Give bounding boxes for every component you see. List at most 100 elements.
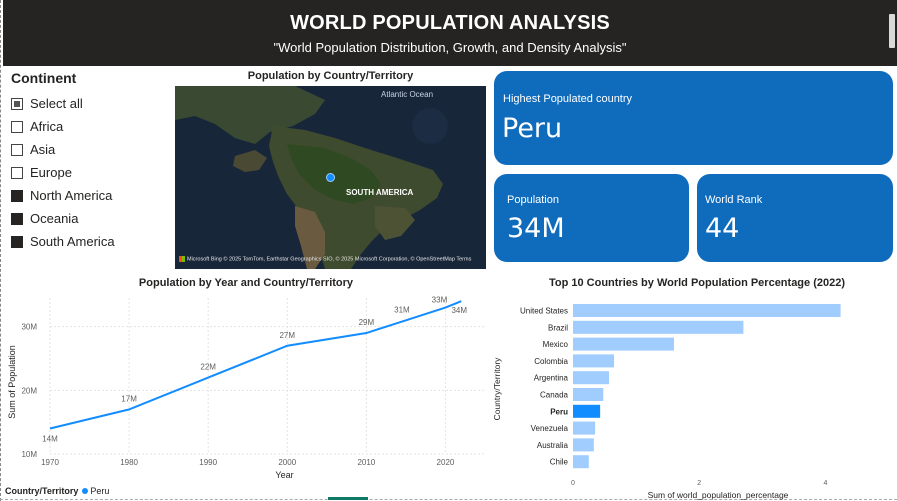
map-attribution: Microsoft Bing © 2025 TomTom, Earthstar … (179, 256, 471, 262)
checkbox-icon[interactable] (11, 143, 23, 156)
bar[interactable] (573, 320, 744, 334)
bar[interactable] (573, 337, 674, 351)
bar-chart-title: Top 10 Countries by World Population Per… (548, 277, 846, 289)
line-chart[interactable]: 10M 20M 30M 1970 1980 1990 2000 2010 2020 Year Sum… (3, 290, 489, 485)
card-highest-label: Highest Populated country (503, 93, 633, 105)
data-label: 31M (394, 305, 410, 314)
category-label: Chile (550, 458, 569, 467)
card-highest-populated[interactable]: Highest Populated country Peru (494, 71, 893, 165)
checkbox-icon[interactable] (11, 212, 23, 225)
category-label: Peru (550, 407, 568, 416)
map-title: Population by Country/Territory (247, 70, 414, 82)
bar[interactable] (573, 388, 604, 401)
y-tick-label: 20M (21, 386, 37, 395)
data-label: 33M (432, 296, 448, 305)
slicer-option[interactable]: Asia (11, 138, 171, 161)
map-bubble-peru[interactable] (326, 173, 335, 182)
checkbox-icon[interactable] (11, 189, 23, 202)
slicer-option[interactable]: Oceania (11, 207, 171, 230)
slicer-option[interactable]: Select all (11, 92, 171, 115)
checkbox-icon[interactable] (11, 120, 23, 133)
map-region-label: SOUTH AMERICA (346, 188, 414, 197)
legend-marker-icon (82, 488, 89, 494)
bar[interactable] (573, 455, 589, 469)
bar[interactable] (573, 371, 609, 385)
x-tick-label: 1970 (41, 458, 59, 467)
microsoft-logo-icon (179, 256, 185, 262)
checkbox-icon[interactable] (11, 235, 23, 248)
category-label: Colombia (534, 357, 568, 366)
data-label: 17M (121, 394, 137, 403)
slicer-options: Select all Africa Asia Europe North America O… (11, 92, 171, 253)
map-attribution-text: Microsoft Bing © 2025 TomTom, Earthstar … (187, 256, 472, 263)
y-axis-title: Country/Territory (492, 357, 502, 421)
bar[interactable] (573, 438, 594, 452)
x-tick-label: 1980 (120, 458, 138, 467)
legend-title: Country/Territory (5, 486, 79, 496)
report-title: WORLD POPULATION ANALYSIS (290, 12, 610, 34)
slicer-option-label: Asia (30, 142, 56, 157)
card-population-value: 34M (507, 213, 565, 244)
slicer-title: Continent (11, 70, 77, 86)
category-label: Argentina (534, 374, 569, 383)
report-header: WORLD POPULATION ANALYSIS "World Populat… (3, 0, 897, 66)
page-tab-indicator[interactable] (328, 497, 368, 500)
x-tick-label: 2 (697, 480, 701, 487)
x-tick-label: 2000 (278, 458, 296, 467)
slicer-option-label: Oceania (30, 211, 79, 226)
slicer-option[interactable]: South America (11, 230, 171, 253)
slicer-option[interactable]: Europe (11, 161, 171, 184)
slicer-option-label: Select all (30, 96, 83, 111)
map-ocean-label: Atlantic Ocean (381, 90, 434, 99)
card-population[interactable]: Population 34M (494, 174, 689, 262)
bar[interactable] (573, 421, 596, 435)
data-label: 22M (200, 363, 216, 372)
slicer-option[interactable]: Africa (11, 115, 171, 138)
card-rank-value: 44 (705, 213, 740, 244)
page-border-bottom (0, 499, 897, 500)
scrollbar-thumb[interactable] (889, 14, 895, 48)
card-world-rank[interactable]: World Rank 44 (697, 174, 893, 262)
x-tick-label: 2020 (437, 458, 455, 467)
card-rank-label: World Rank (705, 194, 763, 206)
category-label: Australia (537, 441, 569, 450)
category-label: United States (520, 307, 568, 316)
series-line-peru[interactable] (49, 300, 462, 430)
checkbox-icon[interactable] (11, 166, 23, 179)
slicer-option-label: South America (30, 234, 115, 249)
checkbox-icon[interactable] (11, 97, 23, 110)
bar-chart[interactable]: 0 2 4 United States Brazil Mexico Colombia Arge… (490, 292, 897, 501)
category-label: Venezuela (531, 424, 569, 433)
bar[interactable] (573, 304, 841, 317)
y-axis-title: Sum of Population (7, 345, 17, 419)
data-label: 14M (42, 435, 58, 444)
category-label: Canada (540, 391, 569, 400)
y-tick-label: 30M (21, 323, 37, 332)
card-population-label: Population (507, 194, 559, 206)
line-chart-legend: Country/Territory Peru (5, 486, 109, 496)
x-tick-label: 0 (571, 480, 575, 487)
x-tick-label: 2010 (357, 458, 375, 467)
category-label: Mexico (543, 340, 569, 349)
continent-slicer: Continent Select all Africa Asia Europe Nort… (11, 70, 171, 253)
y-tick-label: 10M (21, 450, 37, 459)
slicer-option-label: Africa (30, 119, 64, 134)
bar[interactable] (573, 404, 601, 418)
card-highest-value: Peru (502, 113, 563, 144)
x-tick-label: 1990 (199, 458, 217, 467)
line-chart-title: Population by Year and Country/Territory (138, 277, 354, 289)
legend-series-label[interactable]: Peru (90, 486, 110, 496)
x-tick-label: 4 (823, 480, 827, 487)
bar[interactable] (573, 354, 615, 368)
x-axis-title: Year (275, 470, 293, 480)
x-axis-title: Sum of world_population_percentage (648, 490, 789, 500)
page-border-left (0, 0, 2, 501)
data-label: 27M (279, 331, 295, 340)
slicer-option-label: North America (30, 188, 113, 203)
data-label: 29M (359, 318, 375, 327)
report-subtitle: "World Population Distribution, Growth, … (273, 40, 627, 55)
map-visual[interactable]: Atlantic Ocean SOUTH AMERICA Microsoft B… (175, 86, 486, 269)
slicer-option[interactable]: North America (11, 184, 171, 207)
category-label: Brazil (548, 323, 568, 332)
